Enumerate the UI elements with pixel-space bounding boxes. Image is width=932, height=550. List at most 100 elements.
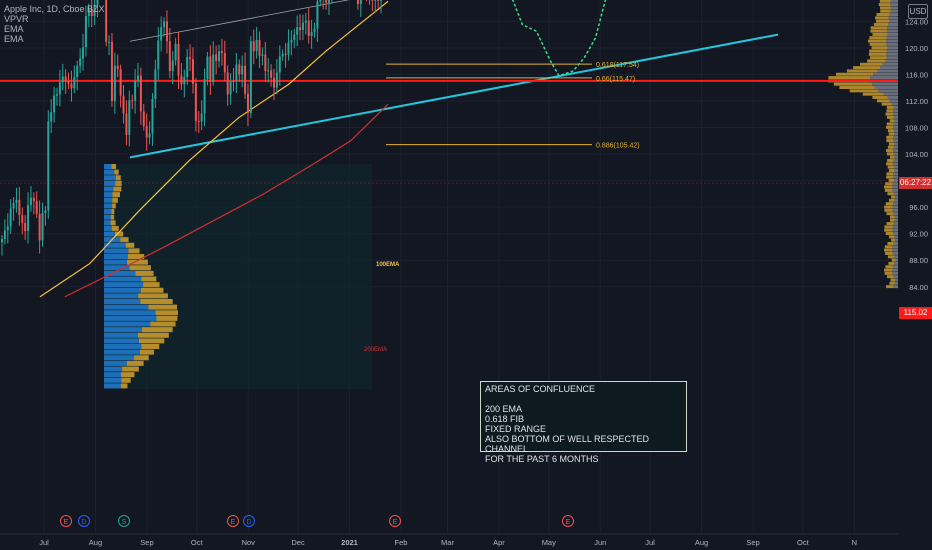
vp-bar-down [127,254,145,260]
vp-bar-down [889,168,895,172]
vp-bar-down [122,366,139,372]
event-marker-letter: E [64,519,69,526]
candle-body [278,56,281,73]
vp-bar-up [893,145,898,149]
candle [171,51,174,85]
price-tick-label: 96.00 [909,203,928,212]
event-marker[interactable]: E [60,515,72,527]
time-axis[interactable]: Jul Aug Sep Oct Nov Dec 2021 Feb Mar Apr May Jun Jul… [0,533,932,550]
candle-body [47,121,50,211]
candle [206,51,209,86]
vp-bar-down [886,285,894,289]
fib-level-label: 0.886(105.42) [596,143,640,150]
time-tick-label: Mar [441,538,454,547]
candle [82,33,85,71]
vp-bar-up [894,215,898,219]
event-marker[interactable]: D [78,515,90,527]
event-marker[interactable]: E [227,515,239,527]
vp-bar-down [872,95,888,99]
candle-body [209,56,212,82]
vp-bar-down [113,186,122,192]
candle [70,70,73,102]
vp-bar-down [886,212,894,216]
vp-bar-down [129,265,151,271]
vp-bar-up [893,112,898,116]
vp-bar-up [894,281,898,285]
currency-badge[interactable]: USD [908,4,928,19]
candle [131,94,134,110]
confluence-line: 0.618 FIB [485,414,525,424]
price-axis[interactable]: 84.0088.0092.0096.00100.00104.00108.0011… [898,0,932,550]
current-price-tag: 115.02 [899,307,932,319]
vp-bar-down [888,235,895,239]
vp-bar-down [867,59,886,63]
candle [371,0,374,11]
candle [6,213,9,244]
price-tick-label: 88.00 [909,256,928,265]
confluence-line: ALSO BOTTOM OF WELL RESPECTED CHANNEL [485,434,650,454]
candle-body [82,47,85,59]
vp-bar-up [104,304,149,310]
event-marker[interactable]: E [389,515,401,527]
vp-bar-up [104,293,139,299]
vp-bar-down [885,182,893,186]
vp-bar-down [870,29,887,33]
candles [0,0,383,256]
vp-bar-down [875,16,889,20]
vp-bar-down [111,164,117,170]
vp-bar-down [886,149,894,153]
time-tick-label: Aug [695,538,708,547]
vp-bar-down [886,135,894,139]
vp-bar-up [104,220,111,226]
vp-bar-up [893,149,898,153]
vp-bar-down [869,49,887,53]
vp-bar-down [887,159,894,163]
event-marker[interactable]: S [118,515,130,527]
candle [128,90,131,147]
candle [41,202,44,247]
price-tick-label: 108.00 [905,124,928,133]
candle-body [252,41,255,52]
vp-bar-down [887,255,894,259]
vp-bar-up [104,355,135,361]
vp-bar-up [104,248,129,254]
candle [264,41,267,82]
vp-bar-up [892,248,898,252]
confluence-note[interactable]: AREAS OF CONFLUENCE 200 EMA 0.618 FIB FI… [480,381,687,464]
candle-body [284,53,287,55]
vp-bar-up [892,205,898,209]
event-marker[interactable]: D [243,515,255,527]
candle [160,16,163,52]
candle [226,65,229,106]
candle [136,62,140,87]
vp-bar-down [887,129,894,133]
candle [96,0,99,18]
vp-bar-up [893,105,898,109]
event-marker-letter: E [231,519,236,526]
vp-bar-up [893,285,898,289]
vp-bar-down [870,56,887,60]
time-tick-label: Apr [493,538,505,547]
vp-bar-up [893,212,898,216]
vp-bar-up [104,349,140,355]
vp-bar-up [886,36,898,40]
candle [24,215,27,240]
vp-bar-up [870,76,898,80]
vp-bar-down [885,265,893,269]
candle-body [299,27,302,30]
vp-bar-up [893,222,898,226]
event-marker-ring [60,515,72,527]
candle [15,187,18,213]
candle-body [296,27,299,35]
candle-body [244,65,247,94]
vp-bar-down [886,172,894,176]
candle-body [246,93,249,113]
vp-bar-down [888,142,895,146]
ema-200-line [64,103,389,298]
candle [53,86,56,123]
vp-bar-up [889,13,898,17]
event-marker[interactable]: E [562,515,574,527]
candle [299,14,302,41]
candle [241,55,244,88]
